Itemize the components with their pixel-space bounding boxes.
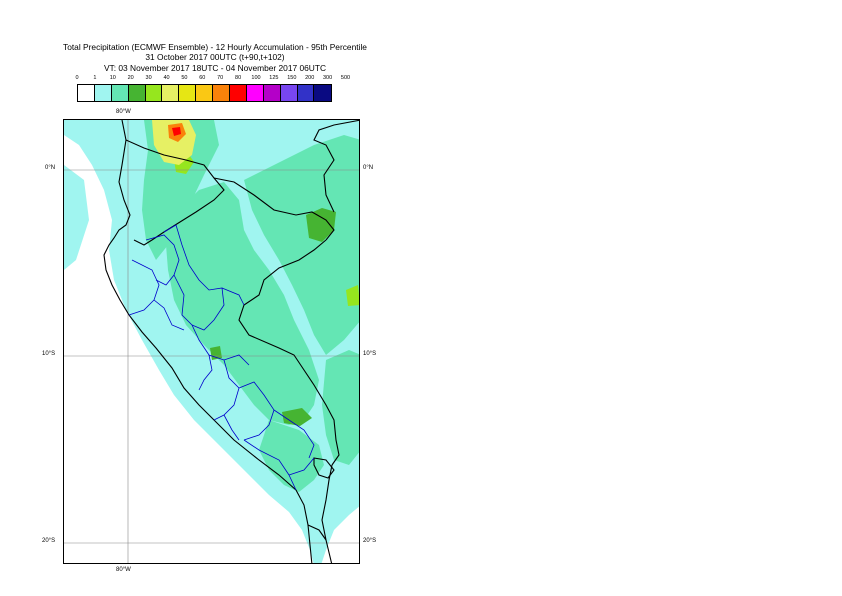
lat-label-left-10: 10°S xyxy=(42,351,56,357)
region-boundary-4 xyxy=(221,287,245,306)
legend-threshold-label: 70 xyxy=(217,75,224,81)
bolivia-border xyxy=(321,464,333,563)
legend-swatch xyxy=(145,85,163,101)
legend-swatch xyxy=(128,85,146,101)
title-line-3: VT: 03 November 2017 18UTC - 04 November… xyxy=(103,62,327,73)
lon-label-bottom: 80°W xyxy=(116,567,131,573)
legend-swatch xyxy=(263,85,281,101)
legend-swatch xyxy=(280,85,298,101)
precip-lime-spot-1 xyxy=(346,285,359,306)
precip-medium-andes xyxy=(166,182,319,425)
legend-threshold-label: 0 xyxy=(75,75,79,81)
legend-swatch xyxy=(297,85,315,101)
region-boundary-2 xyxy=(163,224,225,331)
map-title: Total Precipitation (ECMWF Ensemble) - 1… xyxy=(40,42,390,73)
precip-medium-south xyxy=(259,420,324,492)
map-canvas xyxy=(64,120,359,563)
region-boundary-7 xyxy=(213,387,240,421)
legend-threshold-label: 100 xyxy=(251,75,261,81)
lat-label-right-10: 10°S xyxy=(363,351,377,357)
precip-light-ocean-patch xyxy=(64,165,89,270)
color-legend xyxy=(77,84,333,102)
lat-label-left-20: 20°S xyxy=(42,538,56,544)
legend-swatch xyxy=(94,85,112,101)
legend-swatch xyxy=(111,85,129,101)
precip-medium-east xyxy=(244,135,359,355)
region-boundary-9 xyxy=(243,439,297,491)
lat-label-right-0: 0°N xyxy=(363,165,374,171)
legend-swatch xyxy=(213,85,231,101)
chile-border xyxy=(307,524,327,541)
legend-swatch xyxy=(230,85,247,101)
legend-threshold-label: 125 xyxy=(269,75,279,81)
region-boundaries xyxy=(128,224,315,491)
precip-medium-far-east xyxy=(322,350,359,465)
lon-label-top-outer: 80°W xyxy=(116,109,131,115)
legend-threshold-label: 20 xyxy=(127,75,134,81)
precip-green-spot-1 xyxy=(306,208,336,242)
legend-threshold-label: 80 xyxy=(235,75,242,81)
precip-green-spot-3 xyxy=(210,346,222,360)
region-boundary-13 xyxy=(128,299,185,331)
region-boundary-5 xyxy=(198,354,213,391)
precipitation-fields xyxy=(64,120,359,563)
region-boundary-11 xyxy=(223,414,240,441)
region-boundary-12 xyxy=(131,259,160,301)
legend-swatch xyxy=(196,85,214,101)
precip-green-spot-2 xyxy=(282,408,312,426)
peru-north-border xyxy=(213,177,335,241)
title-line-2: 31 October 2017 00UTC (t+90,t+102) xyxy=(145,52,285,63)
peru-brazil-border xyxy=(238,239,340,466)
lat-label-left-0: 0°N xyxy=(45,165,56,171)
legend-threshold-label: 10 xyxy=(109,75,116,81)
lake-titicaca xyxy=(313,457,335,479)
legend-swatch xyxy=(78,85,95,101)
legend-threshold-label: 300 xyxy=(323,75,333,81)
legend-swatch xyxy=(246,85,264,101)
region-boundary-1 xyxy=(145,234,180,286)
region-boundary-8 xyxy=(273,409,315,459)
region-boundary-10 xyxy=(288,457,315,476)
legend-labels: 0 1 10 20 30 40 50 60 70 80 100 125 150 200 300 500 xyxy=(70,75,360,85)
legend-swatch xyxy=(162,85,180,101)
graticule xyxy=(64,120,359,563)
legend-threshold-label: 1 xyxy=(93,75,97,81)
legend-swatch xyxy=(314,85,332,101)
legend-threshold-label: 40 xyxy=(163,75,170,81)
region-boundary-6 xyxy=(223,359,275,441)
legend-threshold-label: 30 xyxy=(145,75,152,81)
precipitation-map: 80°W xyxy=(63,119,360,564)
legend-threshold-label: 50 xyxy=(181,75,188,81)
lat-label-right-20: 20°S xyxy=(363,538,377,544)
precip-red-max xyxy=(172,127,181,136)
ecuador-border xyxy=(125,139,225,246)
legend-threshold-label: 200 xyxy=(305,75,315,81)
legend-swatch xyxy=(179,85,197,101)
region-boundary-3 xyxy=(173,274,250,366)
colombia-brazil-border xyxy=(313,120,359,213)
title-line-1: Total Precipitation (ECMWF Ensemble) - 1… xyxy=(63,42,367,52)
legend-threshold-label: 60 xyxy=(199,75,206,81)
legend-threshold-label: 150 xyxy=(287,75,297,81)
legend-threshold-label: 500 xyxy=(340,75,351,81)
